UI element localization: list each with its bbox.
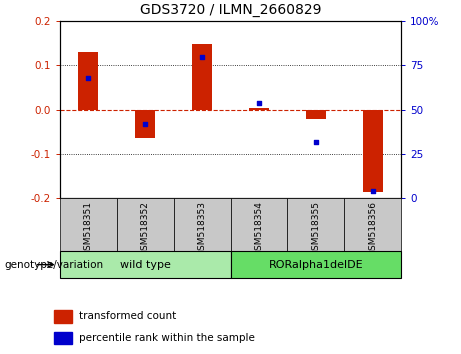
- Point: [142, 121, 149, 127]
- Bar: [363, 110, 383, 192]
- Title: GDS3720 / ILMN_2660829: GDS3720 / ILMN_2660829: [140, 4, 321, 17]
- Bar: [54, 310, 72, 323]
- Bar: [230, 198, 287, 253]
- Bar: [78, 52, 98, 110]
- Bar: [230, 251, 401, 278]
- Text: percentile rank within the sample: percentile rank within the sample: [79, 333, 255, 343]
- Bar: [174, 198, 230, 253]
- Text: wild type: wild type: [120, 259, 171, 270]
- Text: GSM518355: GSM518355: [311, 201, 320, 256]
- Text: RORalpha1delDE: RORalpha1delDE: [268, 259, 363, 270]
- Bar: [135, 110, 155, 138]
- Bar: [306, 110, 326, 120]
- Text: GSM518351: GSM518351: [84, 201, 93, 256]
- Bar: [287, 198, 344, 253]
- Bar: [60, 198, 117, 253]
- Text: GSM518354: GSM518354: [254, 201, 263, 256]
- Bar: [249, 108, 269, 110]
- Text: GSM518356: GSM518356: [368, 201, 377, 256]
- Point: [85, 75, 92, 81]
- Text: transformed count: transformed count: [79, 312, 177, 321]
- Bar: [60, 251, 230, 278]
- Bar: [192, 44, 212, 110]
- Point: [198, 54, 206, 59]
- Bar: [117, 198, 174, 253]
- Text: GSM518352: GSM518352: [141, 201, 150, 256]
- Text: GSM518353: GSM518353: [198, 201, 207, 256]
- Point: [255, 100, 263, 105]
- Point: [369, 188, 376, 194]
- Bar: [344, 198, 401, 253]
- Bar: [54, 332, 72, 344]
- Text: genotype/variation: genotype/variation: [5, 259, 104, 270]
- Point: [312, 139, 319, 144]
